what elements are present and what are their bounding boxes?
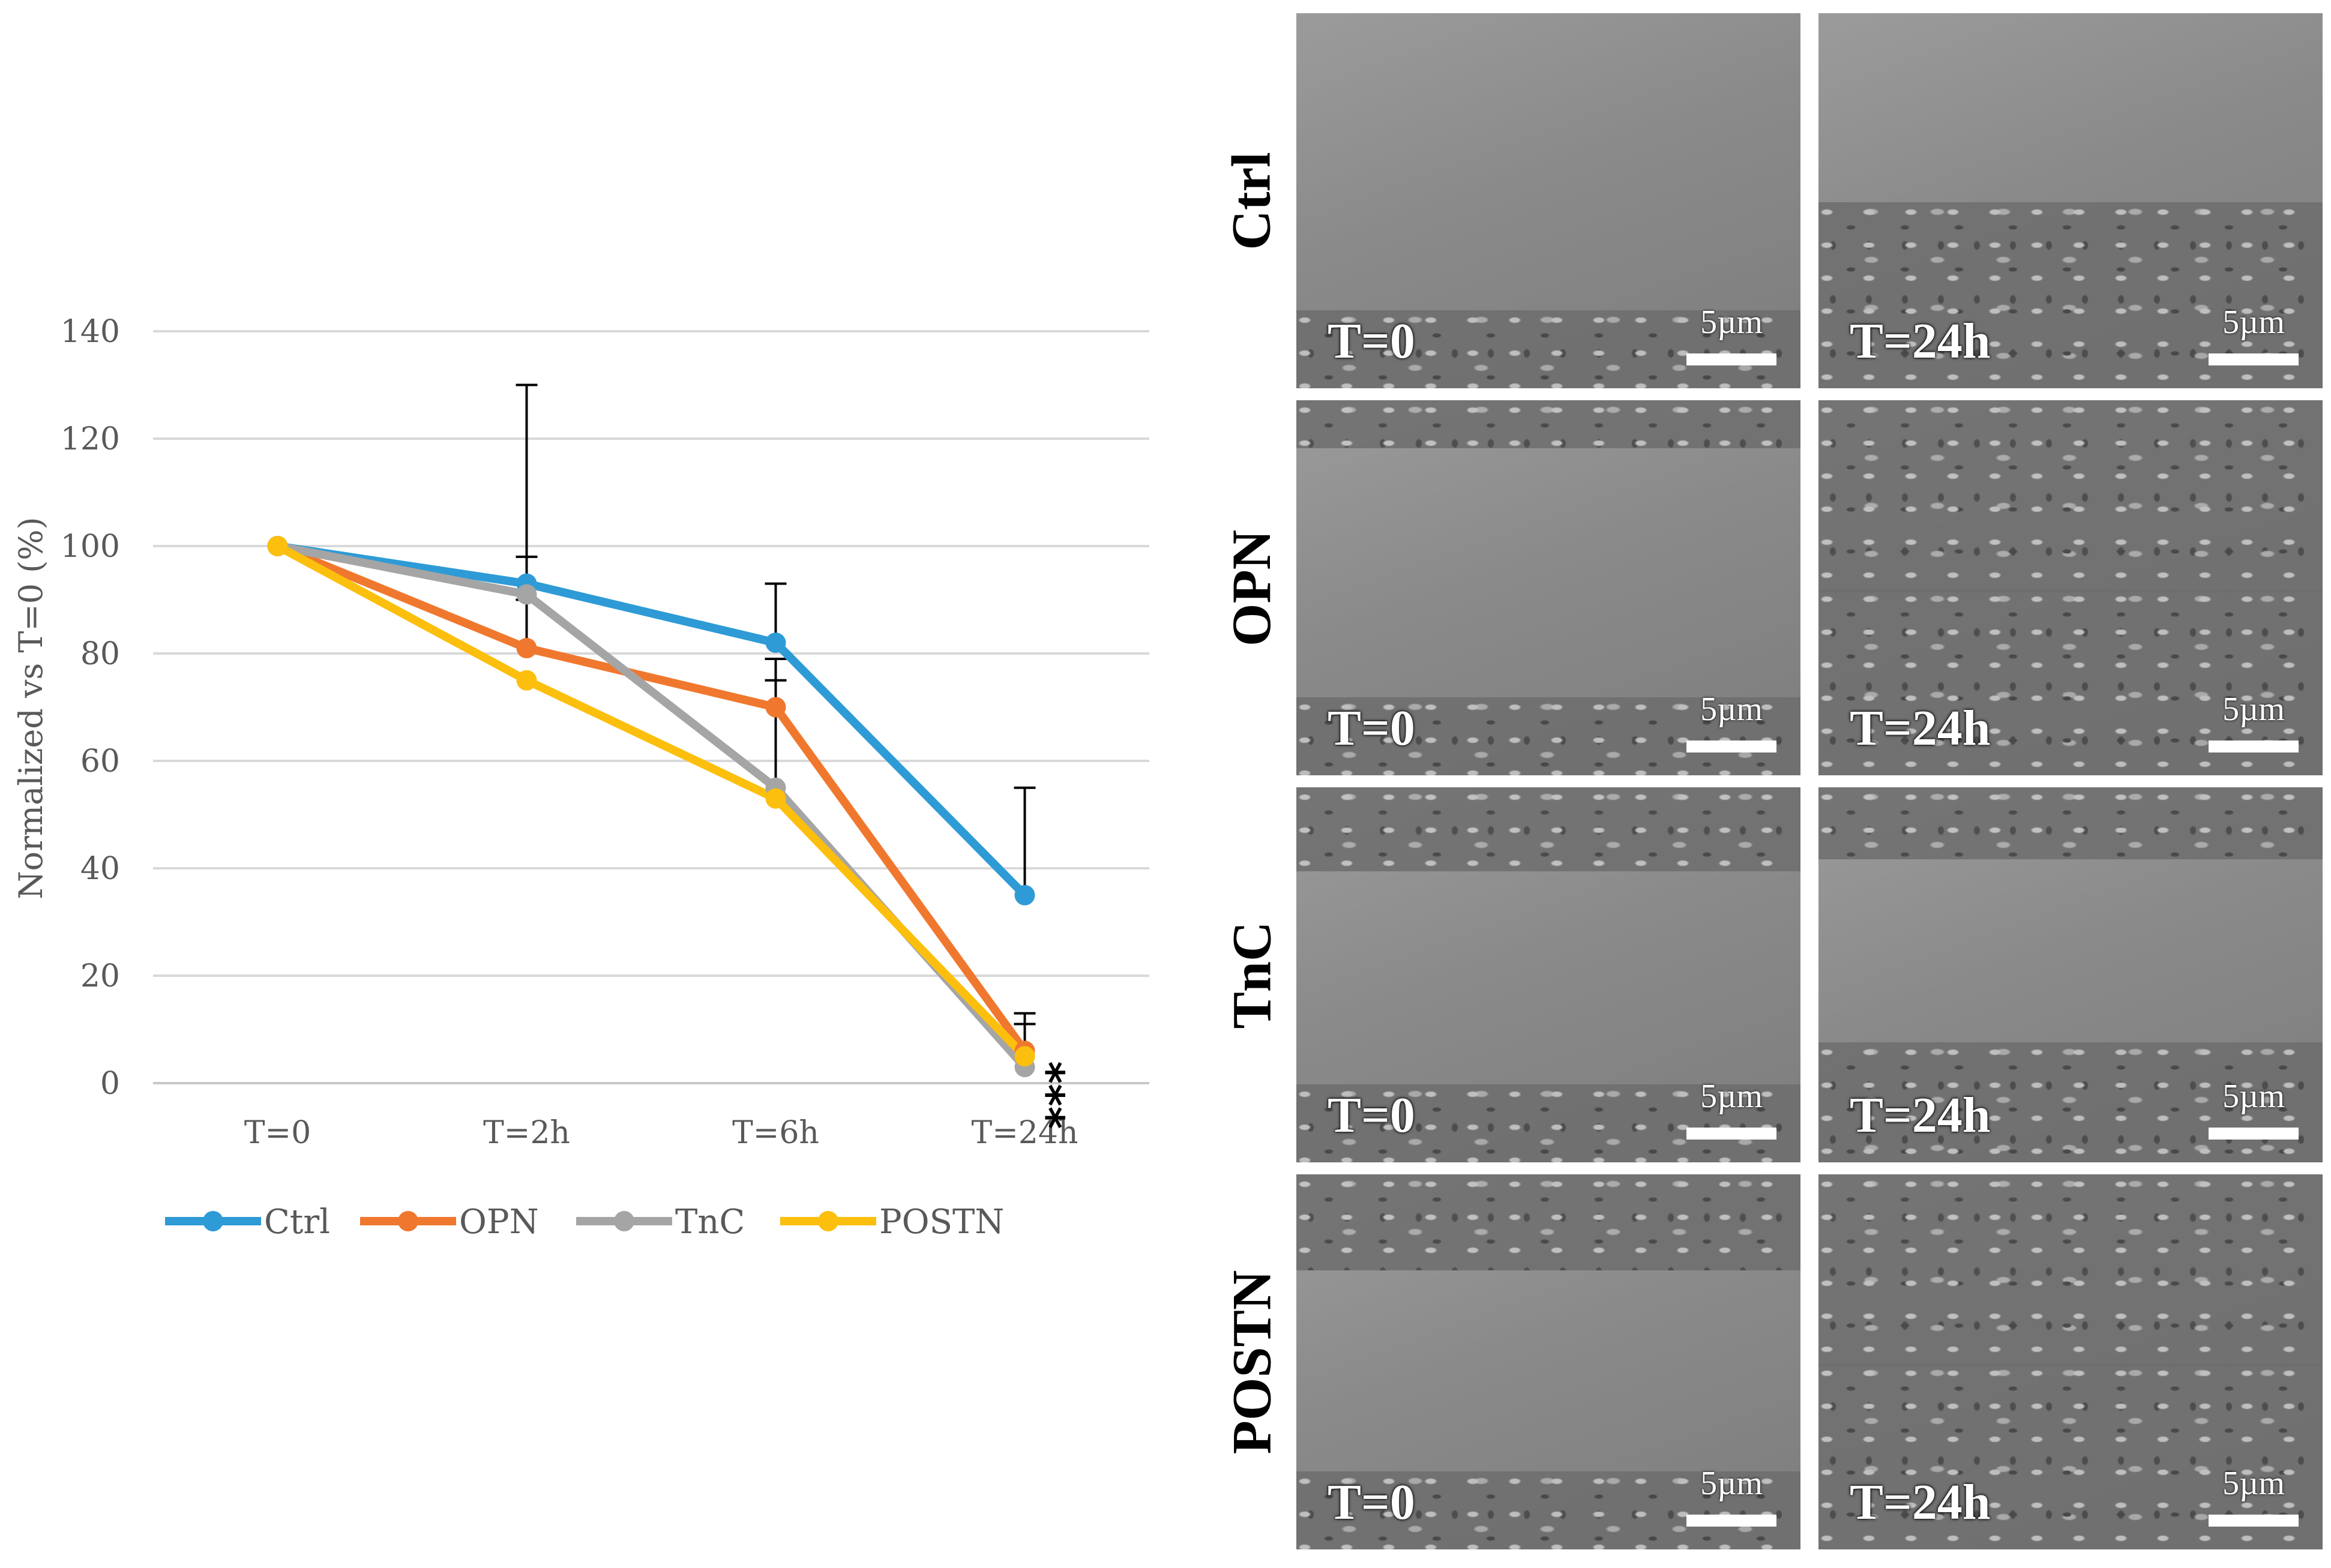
- micrograph-tnc-t0: T=0 5µm: [1296, 787, 1800, 1162]
- legend-label-opn: OPN: [459, 1203, 539, 1242]
- micrograph-ctrl-t24: T=24h 5µm: [1818, 13, 2323, 388]
- y-tick-40: 40: [80, 851, 120, 887]
- y-tick-20: 20: [80, 958, 120, 994]
- point-postn-T=2h: [516, 670, 537, 691]
- series-line-opn: [275, 542, 1029, 1054]
- scale-bar: [1686, 353, 1776, 365]
- legend-marker-ctrl: [203, 1211, 223, 1231]
- legend-marker-postn: [818, 1211, 838, 1231]
- series-line-postn: [275, 542, 1028, 1060]
- line-chart: 0 20 40 60 80 100 120 140 T=0 T=2h T=6h T=24h Norm…: [12, 314, 1149, 1242]
- series: [267, 383, 1036, 1078]
- x-tick-labels: T=0 T=2h T=6h T=24h: [244, 1115, 1078, 1151]
- scale-bar: [2209, 740, 2299, 752]
- legend-marker-opn: [398, 1211, 418, 1231]
- scale-bar: [1686, 740, 1776, 752]
- micrograph-opn-t24: T=24h 5µm: [1818, 400, 2323, 775]
- micrograph-opn-t0: T=0 5µm: [1296, 400, 1800, 775]
- y-tick-labels: 0 20 40 60 80 100 120 140: [61, 314, 120, 1102]
- scale-bar: [2209, 1128, 2299, 1140]
- row-label-ctrl: Ctrl: [1221, 151, 1283, 250]
- row-label-tnc: TnC: [1221, 921, 1282, 1029]
- scale-bar: [2209, 1515, 2299, 1527]
- legend-label-postn: POSTN: [879, 1203, 1004, 1242]
- y-axis-label: Normalized vs T=0 (%): [12, 517, 50, 899]
- point-tnc-T=2h: [516, 584, 537, 605]
- y-tick-80: 80: [80, 636, 120, 672]
- point-ctrl-T=6h: [765, 632, 786, 653]
- point-postn-T=0: [267, 536, 288, 556]
- x-tick-T=6h: T=6h: [732, 1115, 819, 1151]
- row-label-opn: OPN: [1221, 529, 1283, 646]
- series-line-ctrl: [277, 542, 1028, 898]
- legend-label-ctrl: Ctrl: [264, 1203, 330, 1242]
- micrograph-postn-t24: T=24h 5µm: [1818, 1174, 2323, 1549]
- y-tick-0: 0: [100, 1066, 120, 1102]
- y-tick-100: 100: [61, 529, 120, 565]
- gridlines: [153, 330, 1149, 1084]
- legend-label-tnc: TnC: [675, 1203, 745, 1242]
- y-tick-60: 60: [80, 743, 120, 779]
- micrograph-tnc-t24: T=24h 5µm: [1818, 787, 2323, 1162]
- point-opn-T=2h: [516, 638, 537, 659]
- x-tick-T=2h: T=2h: [483, 1115, 570, 1151]
- scale-bar: [1686, 1128, 1776, 1140]
- point-opn-T=6h: [765, 697, 786, 718]
- legend: Ctrl OPN TnC POSTN: [165, 1203, 1004, 1242]
- scale-bar: [1686, 1515, 1776, 1527]
- row-label-postn: POSTN: [1221, 1270, 1283, 1454]
- point-postn-T=6h: [765, 788, 786, 809]
- legend-marker-tnc: [614, 1211, 634, 1231]
- micrograph-postn-t0: T=0 5µm: [1296, 1174, 1800, 1549]
- micrograph-ctrl-t0: T=0 5µm: [1296, 13, 1800, 388]
- y-tick-120: 120: [61, 421, 120, 457]
- x-tick-T=24h: T=24h: [972, 1115, 1078, 1151]
- series-line-tnc: [277, 542, 1028, 1070]
- point-postn-T=24h: [1014, 1046, 1035, 1067]
- significance-stars: ***: [1037, 1062, 1087, 1129]
- scale-bar: [2209, 353, 2299, 365]
- x-tick-T=0: T=0: [244, 1115, 311, 1151]
- point-ctrl-T=24h: [1014, 885, 1035, 906]
- y-tick-140: 140: [61, 314, 120, 350]
